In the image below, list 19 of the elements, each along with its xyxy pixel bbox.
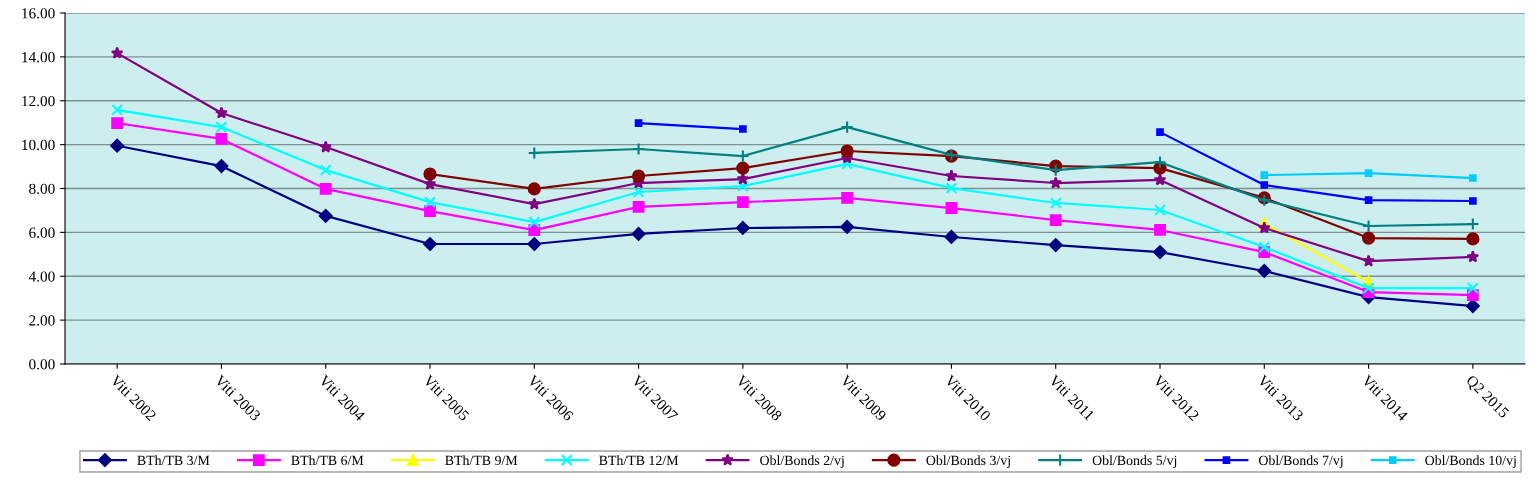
legend-label: Obl/Bonds 3/vj bbox=[926, 455, 1010, 468]
y-tick-label: 14.00 bbox=[22, 52, 55, 63]
y-tick-label: 2.00 bbox=[29, 315, 55, 326]
y-tick-label: 6.00 bbox=[29, 227, 55, 238]
y-tick-label: 10.00 bbox=[22, 139, 55, 151]
y-tick-label: 12.00 bbox=[22, 95, 55, 107]
legend-label: Obl/Bonds 5/vj bbox=[1092, 455, 1177, 468]
y-tick-label: 4.00 bbox=[28, 271, 55, 282]
legend-label: Obl/Bonds 2/vj bbox=[760, 455, 844, 468]
legend-label: BTh/TB 12/M bbox=[599, 455, 679, 466]
y-tick-label: 0.00 bbox=[29, 359, 55, 370]
x-tick-label: Viti 2007 bbox=[631, 374, 679, 422]
legend-label: BTh/TB 6/M bbox=[291, 455, 364, 466]
y-tick-label: 16.00 bbox=[22, 8, 55, 19]
legend-label: BTh/TB 3/M bbox=[137, 455, 210, 466]
legend-label: Obl/Bonds 10/vj bbox=[1425, 455, 1516, 468]
y-tick-label: 8.00 bbox=[29, 183, 55, 195]
legend-label: BTh/TB 9/M bbox=[445, 455, 518, 466]
legend-label: Obl/Bonds 7/vj bbox=[1258, 455, 1343, 468]
